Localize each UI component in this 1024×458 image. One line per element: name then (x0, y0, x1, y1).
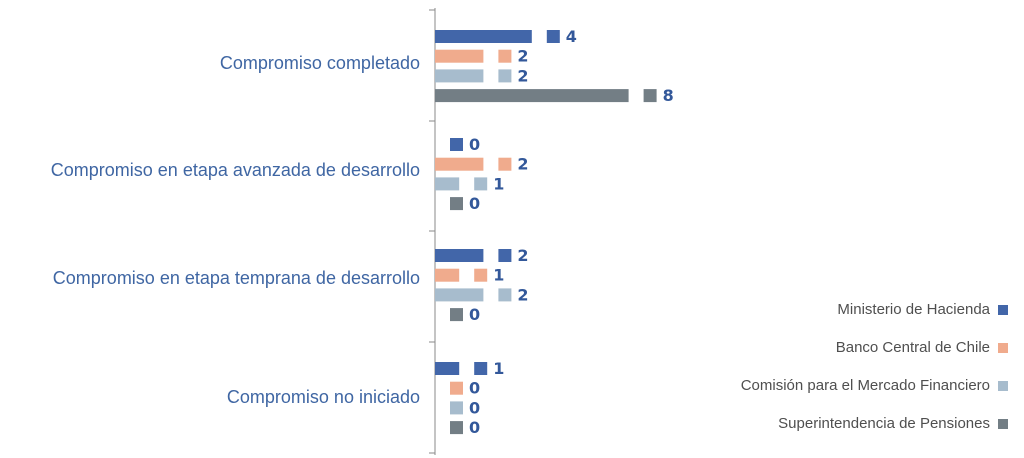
legend-swatch (998, 381, 1008, 391)
legend-label: Comisión para el Mercado Financiero (741, 377, 990, 394)
data-label: 0 (469, 194, 480, 213)
bar (435, 89, 629, 103)
category-label: Compromiso en etapa avanzada de desarrol… (51, 160, 420, 180)
bar (435, 268, 460, 282)
bar (435, 157, 484, 171)
data-label: 0 (469, 135, 480, 154)
data-label: 0 (469, 305, 480, 324)
data-label: 8 (663, 86, 674, 105)
bar-end-marker (498, 249, 512, 262)
bar-end-marker (546, 30, 560, 43)
data-label: 1 (493, 174, 504, 193)
bars-layer (435, 30, 657, 435)
data-label: 4 (566, 27, 577, 46)
axis-layer (429, 8, 436, 455)
bar-end-marker (450, 381, 463, 395)
data-label: 2 (517, 246, 528, 265)
data-label: 0 (469, 418, 480, 437)
legend-swatch (998, 419, 1008, 429)
legend-label: Banco Central de Chile (836, 339, 990, 356)
data-label: 2 (517, 155, 528, 174)
legend-swatch (998, 343, 1008, 353)
bar-end-marker (498, 157, 512, 171)
bar (435, 288, 484, 302)
category-label: Compromiso no iniciado (227, 387, 420, 407)
bar (435, 30, 532, 43)
data-label: 1 (493, 359, 504, 378)
data-label: 1 (493, 266, 504, 285)
bar-end-marker (450, 401, 463, 415)
bar-end-marker (450, 138, 463, 151)
bar-end-marker (498, 49, 512, 63)
bar (435, 177, 460, 191)
bar (435, 69, 484, 83)
bar (435, 362, 460, 375)
legend-label: Superintendencia de Pensiones (778, 415, 990, 432)
bar-end-marker (450, 308, 463, 322)
category-label: Compromiso completado (220, 53, 420, 73)
category-label: Compromiso en etapa temprana de desarrol… (53, 268, 420, 288)
bar-end-marker (474, 177, 488, 191)
data-label: 0 (469, 398, 480, 417)
legend-label: Ministerio de Hacienda (837, 301, 990, 318)
data-label: 0 (469, 379, 480, 398)
legend: Ministerio de Hacienda Banco Central de C… (741, 301, 1008, 432)
bar (435, 249, 484, 262)
bar-end-marker (643, 89, 657, 103)
bar-end-marker (474, 362, 488, 375)
bar-end-marker (498, 69, 512, 83)
bar (435, 49, 484, 63)
legend-swatch (998, 305, 1008, 315)
bar-end-marker (474, 268, 488, 282)
bar-end-marker (498, 288, 512, 302)
bar-end-marker (450, 197, 463, 211)
data-label: 2 (517, 66, 528, 85)
bar-end-marker (450, 421, 463, 435)
data-label: 2 (517, 285, 528, 304)
labels-layer: Compromiso completado Compromiso en etapa… (51, 27, 674, 437)
data-label: 2 (517, 47, 528, 66)
